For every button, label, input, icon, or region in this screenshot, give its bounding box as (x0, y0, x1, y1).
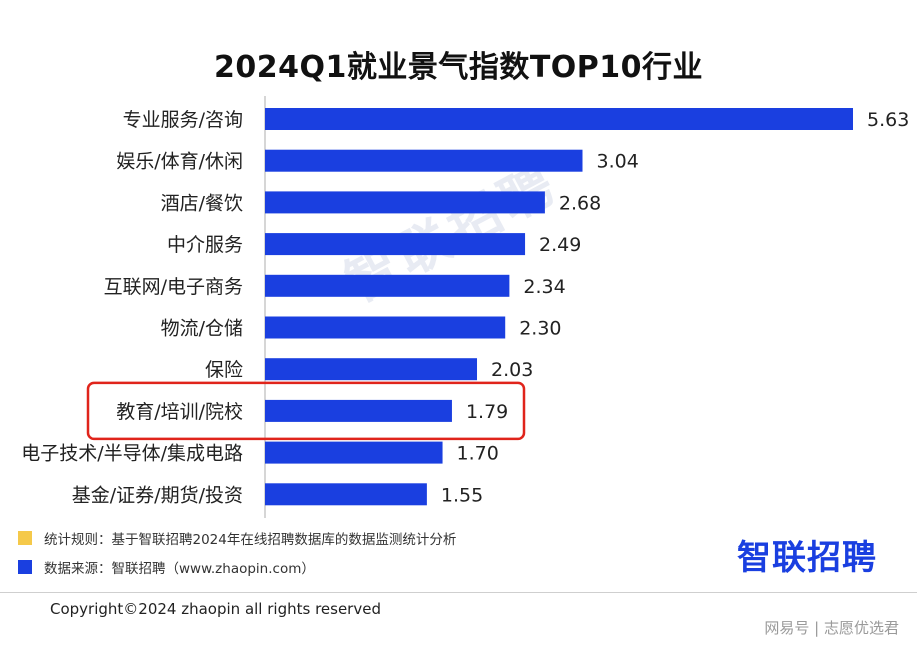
category-label: 专业服务/咨询 (123, 109, 243, 131)
bar (265, 233, 526, 256)
bar (265, 358, 478, 381)
bar (265, 441, 443, 464)
legend-rule-swatch (18, 531, 32, 545)
legend-source-swatch (18, 560, 32, 574)
legend-rule: 统计规则：基于智联招聘2024年在线招聘数据库的数据监测统计分析 (18, 528, 456, 548)
bar (265, 108, 853, 130)
value-label: 2.34 (523, 276, 565, 298)
legend-rule-text: 统计规则：基于智联招聘2024年在线招聘数据库的数据监测统计分析 (44, 532, 457, 548)
category-label: 物流/仓储 (161, 318, 243, 340)
category-label: 电子技术/半导体/集成电路 (21, 443, 243, 465)
bar-chart: 专业服务/咨询 5.63 娱乐/体育/休闲 3.04 酒店/餐饮 2.68 中介服务 2.49… (21, 96, 909, 518)
highlight-box (86, 381, 526, 441)
bar (265, 399, 452, 422)
category-label: 保险 (205, 359, 243, 381)
value-label: 2.30 (519, 318, 561, 340)
source-watermark: 网易号 | 志愿优选君 (764, 619, 899, 637)
bar (265, 483, 427, 506)
value-label: 1.70 (457, 443, 499, 465)
category-label: 基金/证券/期货/投资 (72, 484, 243, 506)
value-label: 1.55 (441, 484, 483, 506)
legend-source: 数据来源：智联招聘（www.zhaopin.com） (18, 557, 315, 577)
value-label: 3.04 (596, 151, 638, 173)
footer-divider (0, 592, 917, 593)
copyright-text: Copyright©2024 zhaopin all rights reserv… (50, 600, 381, 618)
category-label: 酒店/餐饮 (161, 192, 243, 214)
bar (265, 191, 545, 214)
value-label: 2.68 (559, 192, 601, 214)
value-label: 2.03 (491, 359, 533, 381)
category-label: 中介服务 (167, 234, 243, 256)
value-label: 1.79 (466, 401, 508, 423)
category-label: 互联网/电子商务 (104, 276, 243, 298)
category-label: 娱乐/体育/休闲 (116, 151, 243, 173)
bar (265, 316, 506, 339)
chart-title: 2024Q1就业景气指数TOP10行业 (213, 50, 704, 85)
bar (265, 149, 583, 172)
category-label: 教育/培训/院校 (116, 401, 243, 423)
bar (265, 274, 510, 297)
zhaopin-logo: 智联招聘 (737, 538, 877, 578)
legend-source-text: 数据来源：智联招聘（www.zhaopin.com） (44, 561, 315, 577)
value-label: 2.49 (539, 234, 581, 256)
value-label: 5.63 (867, 109, 909, 131)
